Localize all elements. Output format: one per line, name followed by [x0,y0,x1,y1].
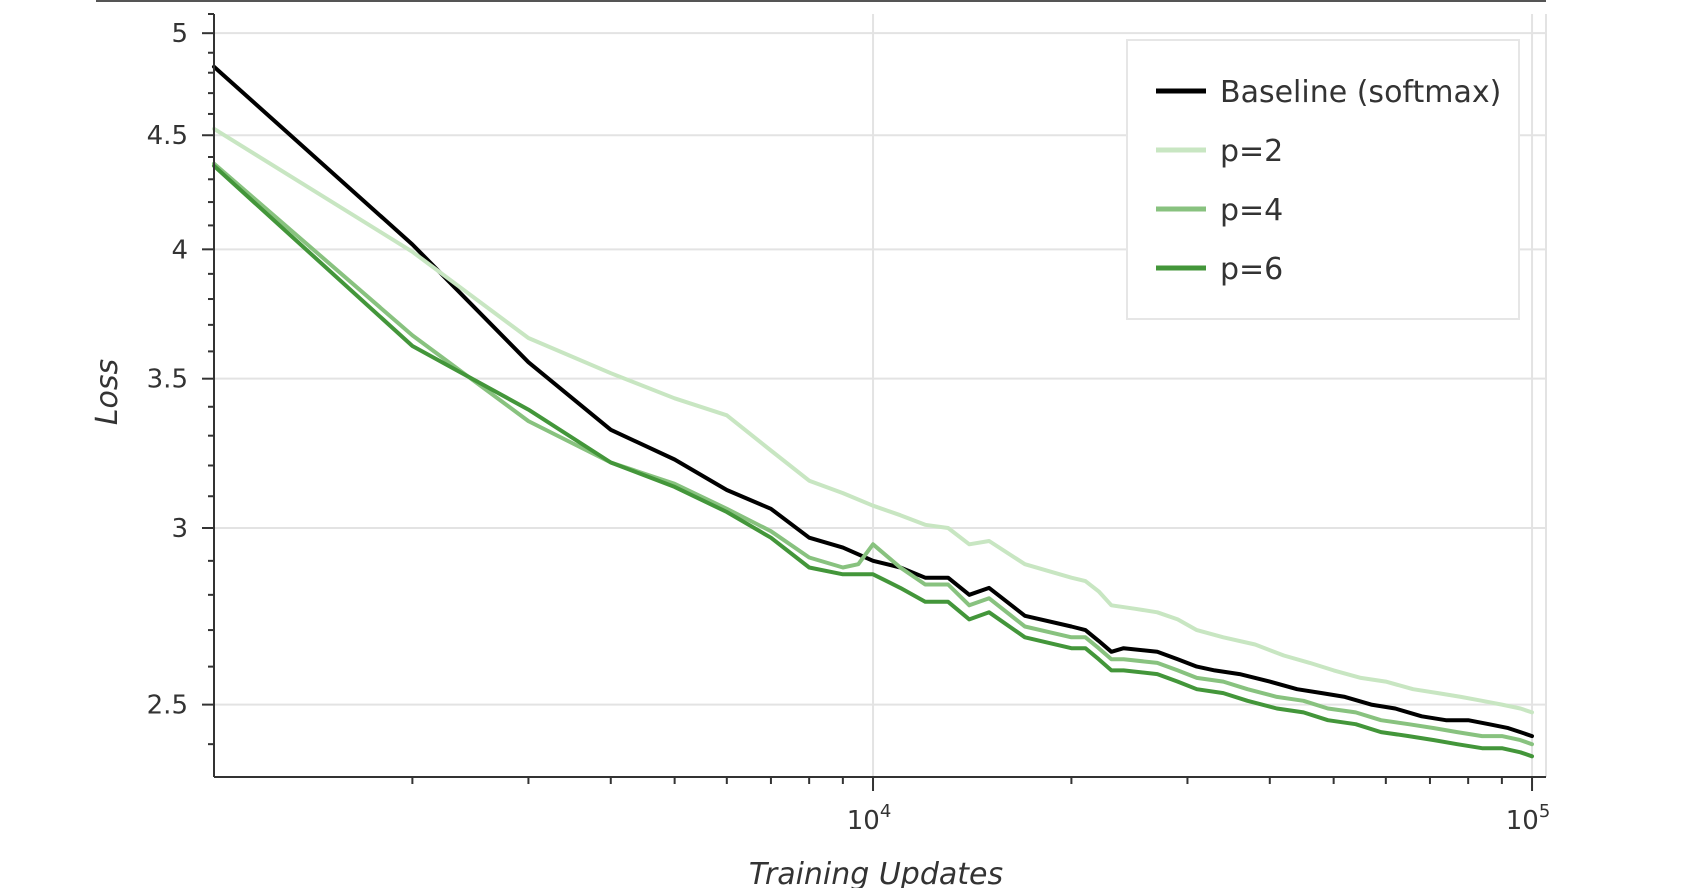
x-axis-title: Training Updates [749,857,1003,888]
axes: 2.5 3 3.5 4 4.5 5 104 105 [147,13,1551,836]
legend-label: p=2 [1220,134,1283,169]
y-tick-label: 4 [171,235,188,265]
series-lines [212,64,1534,759]
series-line-p6 [212,163,1534,759]
x-tick-label: 104 [847,801,892,836]
legend-label: p=4 [1220,193,1283,228]
legend-box [1126,39,1520,320]
series-line-p2 [212,126,1534,715]
legend-items: Baseline (softmax) p=2 p=4 p=6 [1156,75,1501,287]
legend: Baseline (softmax) p=2 p=4 p=6 [1126,39,1520,320]
legend-label: p=6 [1220,252,1283,287]
y-tick-label: 3.5 [147,365,188,395]
y-tick-label: 4.5 [147,121,188,151]
x-tick-label: 105 [1506,801,1551,836]
y-axis-title: Loss [90,359,125,425]
series-line-baseline [212,64,1534,739]
y-tick-label: 2.5 [147,691,188,721]
y-tick-label: 3 [171,514,188,544]
y-tick-label: 5 [171,19,188,49]
grid-lines [214,14,1546,777]
series-line-p4 [212,161,1534,747]
legend-label: Baseline (softmax) [1220,75,1501,110]
